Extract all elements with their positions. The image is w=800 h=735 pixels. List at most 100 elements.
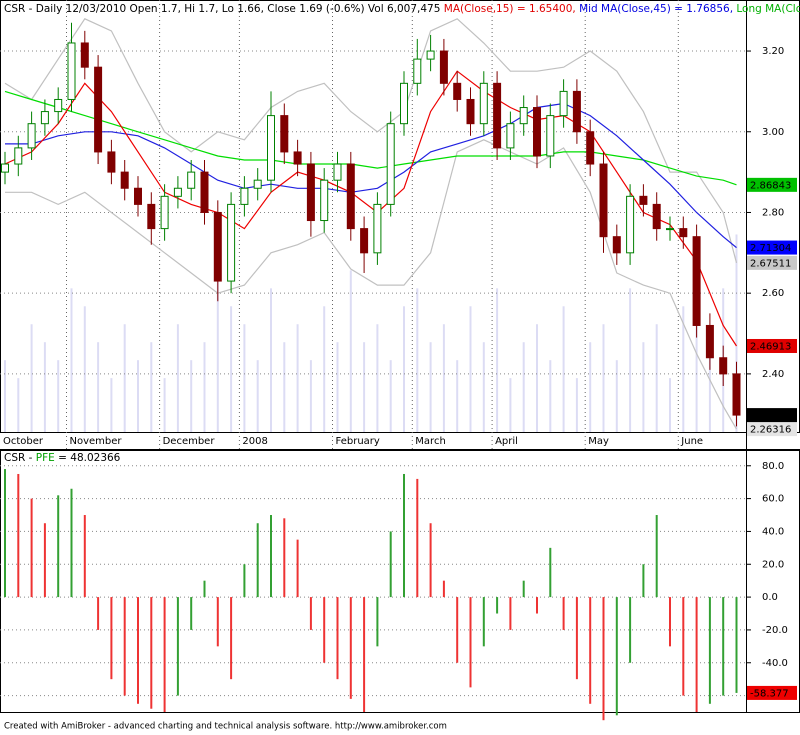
volume-bar (349, 270, 352, 432)
value-box (747, 240, 797, 255)
pfe-bar (482, 597, 485, 647)
pfe-bar (150, 597, 153, 709)
pfe-bar (57, 495, 60, 598)
volume-bar (256, 360, 259, 432)
candle-body (200, 171, 209, 213)
volume-bar (270, 288, 272, 432)
candle-body (400, 82, 408, 125)
volume-layer (4, 234, 738, 432)
pfe-bar (522, 580, 525, 598)
volume-bar (509, 378, 512, 432)
candle-body (94, 66, 103, 153)
candle-body (253, 179, 262, 189)
value-box (747, 422, 797, 437)
volume-bar (669, 378, 671, 432)
candle-body (160, 195, 169, 230)
candle-body (227, 203, 236, 282)
volume-bar (83, 306, 86, 432)
candle-body (719, 357, 728, 375)
volume-bar (615, 360, 618, 432)
candle-body (54, 98, 63, 113)
pfe-bar (323, 597, 326, 663)
pfe-bar (708, 597, 711, 704)
pfe-bar (615, 597, 618, 716)
pfe-bar (682, 597, 685, 696)
pfe-bar (429, 523, 432, 598)
candle-body (333, 163, 342, 181)
pfe-bar (70, 488, 73, 598)
pfe-bar (83, 515, 86, 598)
pfe-bar (270, 515, 272, 598)
pfe-bar (4, 469, 6, 598)
value-box-label: 2.71304 (750, 243, 791, 254)
candle-body (626, 195, 635, 254)
header-ma15: MA(Close,15) = 1.65400, (444, 3, 576, 15)
volume-bar (336, 342, 339, 432)
y-tick-label: 2.80 (762, 207, 784, 218)
candle-body (360, 228, 369, 254)
y-tick-label: 2.40 (762, 369, 784, 380)
pfe-bar (536, 597, 538, 614)
candle-body (679, 228, 688, 238)
candle-body (27, 123, 36, 149)
indicator-line (5, 102, 737, 249)
x-tick-label: February (336, 436, 380, 447)
indicator-line (4, 90, 737, 186)
volume-bar (642, 342, 645, 432)
pfe-bar (97, 597, 100, 630)
pfe-bar (509, 597, 512, 630)
pfe-bar (216, 597, 219, 647)
candle-body (267, 115, 275, 181)
header-text: CSR - Daily 12/03/2010 Open 1.7, Hi 1.7,… (4, 3, 440, 15)
candle-body (612, 236, 621, 254)
pfe-bar (589, 597, 592, 704)
pfe-bar (296, 539, 299, 598)
x-tick-label: 2008 (242, 436, 267, 447)
candle-body (705, 324, 714, 359)
pfe-bar (30, 498, 33, 598)
volume-bar (589, 342, 592, 432)
volume-bar (97, 342, 100, 432)
candle-body (652, 203, 661, 230)
pfe-bar (336, 597, 339, 680)
plot-layer: 2.40 2.60 2.80 3.00 3.20 October November Decem… (0, 0, 797, 721)
volume-bar (456, 360, 459, 432)
volume-bar (203, 342, 206, 432)
pfe-bar (695, 597, 698, 712)
candle-body (306, 163, 315, 222)
volume-bar (150, 342, 153, 432)
volume-bar (708, 342, 711, 432)
pfe-bar (230, 597, 233, 680)
volume-bar (296, 324, 299, 432)
x-tick-label: October (3, 436, 44, 447)
volume-bar (110, 378, 113, 432)
pfe-bar (442, 580, 445, 598)
candle-body (426, 50, 435, 60)
header-ma100: Long MA(Close,100) = 1.78543, (736, 3, 800, 15)
volume-bar (283, 342, 286, 432)
value-box (747, 408, 797, 423)
pfe-bar (256, 523, 259, 598)
volume-bar (376, 324, 379, 432)
volume-bar (602, 324, 605, 432)
volume-bar (123, 324, 126, 432)
pfe-bar (389, 531, 392, 598)
pfe-bar (349, 597, 352, 699)
x-tick-label: April (495, 436, 518, 447)
value-box (747, 338, 797, 353)
volume-bar (4, 360, 6, 432)
pfe-bar (363, 597, 366, 712)
value-box-label: 2.86843 (750, 180, 791, 191)
y-tick-label: 2.60 (762, 288, 784, 299)
y-tick-label: 0.0 (762, 592, 778, 603)
candle-body (586, 131, 595, 165)
candle-body (439, 50, 448, 84)
pfe-bar (110, 597, 113, 680)
volume-bar (176, 324, 179, 432)
value-box-label: 2.46913 (750, 341, 791, 352)
candle-body (213, 211, 222, 282)
volume-bar (190, 360, 193, 432)
footer: Created with AmiBroker - advanced charti… (4, 722, 447, 732)
volume-bar (243, 324, 246, 432)
pfe-bar (575, 597, 578, 680)
